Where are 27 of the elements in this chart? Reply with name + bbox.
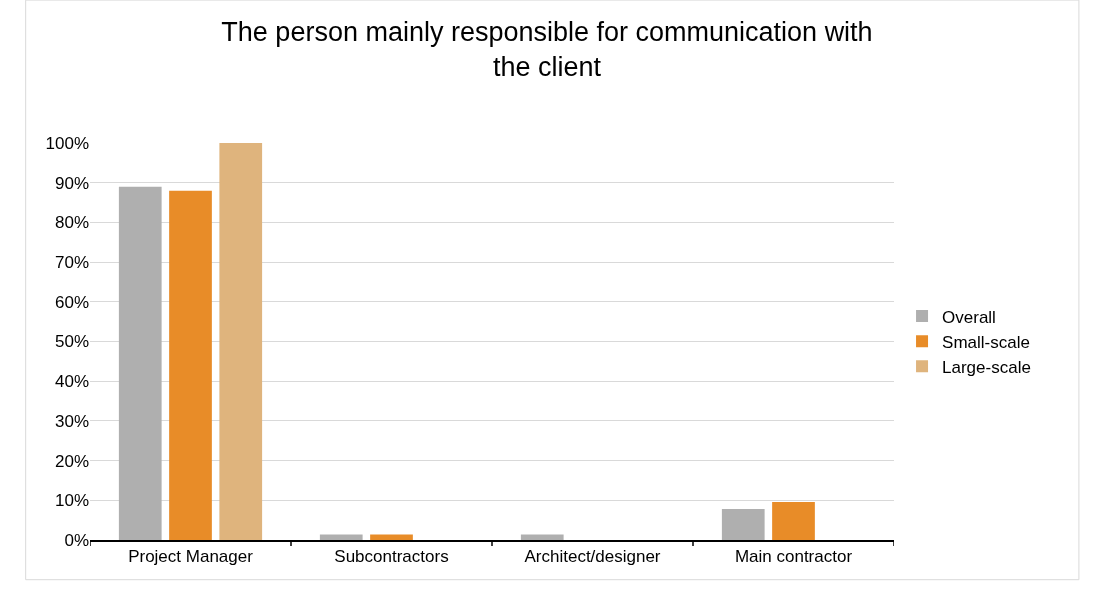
bar: [319, 534, 363, 540]
chart-title: The person mainly responsible for communication with the client: [221, 17, 873, 83]
x-tick-label: Main contractor: [734, 547, 853, 567]
y-tick-label: 70%: [54, 253, 89, 273]
x-tick-label: Subcontractors: [334, 547, 449, 567]
x-tick-label: Project Manager: [128, 547, 254, 567]
bar: [219, 143, 263, 540]
bar: [520, 534, 564, 540]
bar: [370, 534, 413, 540]
legend-label: Small-scale: [942, 332, 1030, 352]
legend-label: Overall: [942, 307, 996, 327]
y-tick-label: 20%: [54, 451, 89, 471]
y-tick-label: 60%: [54, 292, 89, 312]
legend-label: Large-scale: [942, 357, 1031, 377]
y-tick-label: 100%: [45, 133, 89, 153]
y-tick-label: 90%: [54, 173, 89, 193]
bar: [118, 186, 162, 540]
y-tick-label: 50%: [54, 332, 89, 352]
bar: [772, 501, 815, 540]
y-tick-label: 40%: [54, 372, 89, 392]
y-tick-label: 30%: [54, 411, 89, 431]
y-tick-label: 0%: [64, 530, 89, 550]
bar: [721, 509, 765, 540]
x-tick-label: Architect/designer: [524, 547, 661, 567]
y-tick-label: 10%: [54, 491, 89, 511]
y-tick-label: 80%: [54, 213, 89, 233]
bar: [169, 190, 212, 540]
